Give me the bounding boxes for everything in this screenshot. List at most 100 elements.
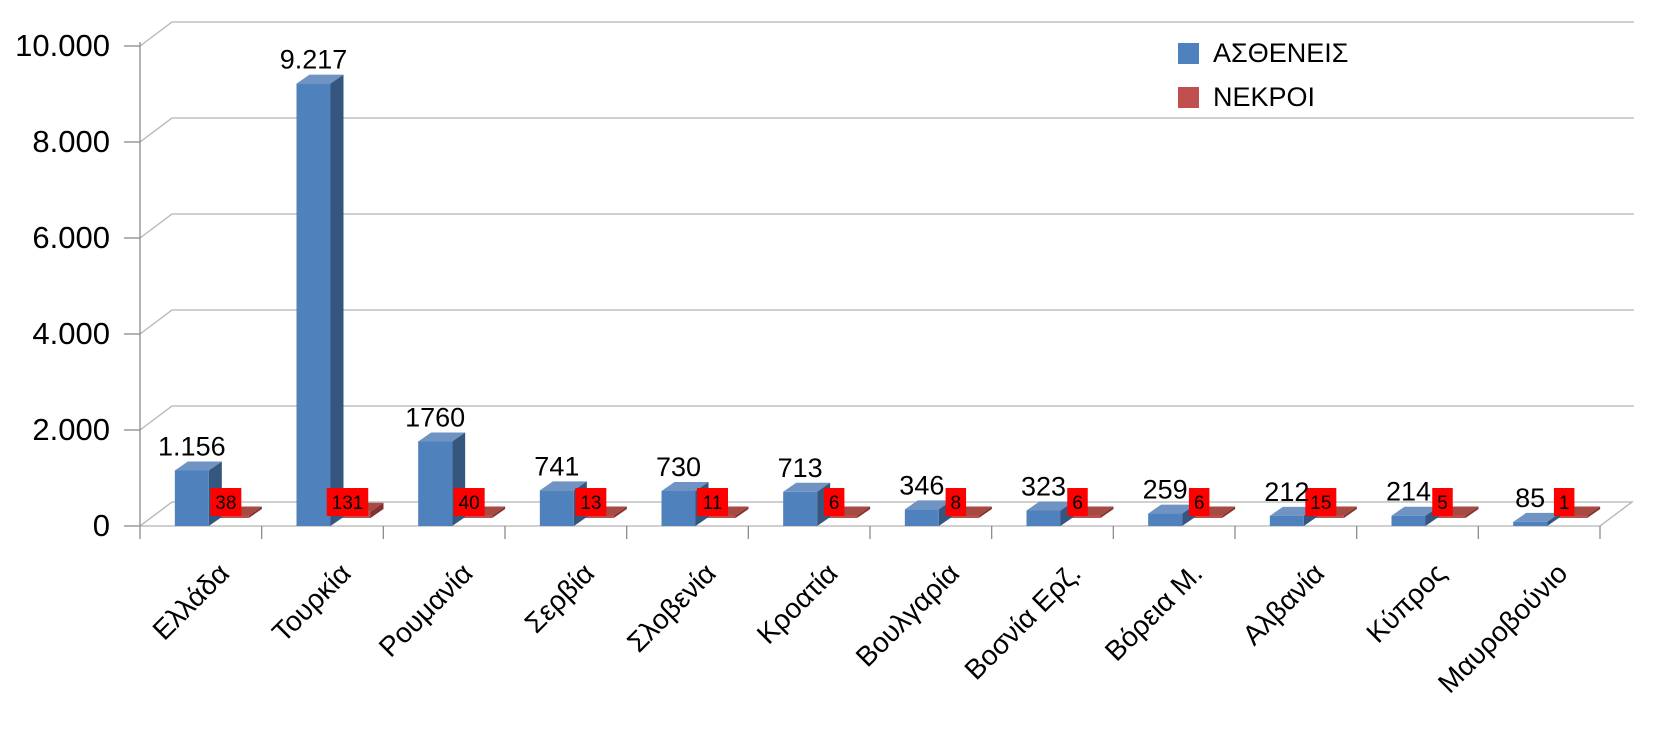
deaths-value-label: 6 (829, 493, 840, 514)
deaths-bar-side (370, 502, 384, 518)
y-gridline-connector (139, 213, 173, 239)
patients-bar-side (1547, 512, 1561, 526)
deaths-value-label: 1 (1559, 493, 1570, 514)
category-label: Ελλάδα (147, 557, 236, 646)
y-axis-label: 10.000 (15, 28, 110, 63)
patients-value-label: 323 (1021, 471, 1066, 501)
deaths-value-label: 40 (459, 493, 480, 514)
deaths-bar-side (248, 506, 262, 518)
y-gridline-connector (139, 21, 173, 47)
category-label: Ρουμανία (373, 557, 479, 663)
patients-bar (418, 441, 453, 526)
deaths-value-label-box (575, 488, 607, 516)
patients-bar-top (1269, 506, 1317, 516)
patients-bar (296, 83, 331, 527)
deaths-value-label-box (823, 488, 845, 516)
deaths-value-label-box (453, 488, 485, 516)
deaths-value-label-box (1432, 488, 1453, 516)
deaths-value-label: 6 (1194, 493, 1205, 514)
deaths-value-label-box (1067, 488, 1088, 516)
patients-bar-top (1513, 512, 1561, 522)
deaths-value-label: 15 (1310, 493, 1331, 514)
category-label: Βόρεια Μ. (1099, 557, 1209, 667)
deaths-value-label: 8 (951, 493, 962, 514)
patients-value-label: 713 (778, 453, 823, 483)
deaths-swatch-icon (1178, 87, 1199, 108)
patients-value-label: 85 (1515, 483, 1545, 513)
deaths-bar-side (1222, 506, 1236, 518)
patients-bar (1148, 513, 1183, 526)
y-axis-label: 2.000 (32, 412, 110, 447)
patients-swatch-icon (1178, 43, 1199, 64)
deaths-bar-side (1343, 506, 1357, 518)
patients-bar-top (296, 74, 344, 84)
y-gridline-connector (139, 117, 173, 143)
deaths-bar-side (857, 506, 871, 518)
patients-bar-top (1148, 504, 1196, 514)
patients-bar-top (174, 461, 222, 471)
deaths-bar (701, 515, 736, 518)
deaths-value-label-box (1305, 488, 1337, 516)
deaths-value-label: 38 (215, 493, 236, 514)
patients-bar-top (539, 481, 587, 491)
deaths-bar-side (735, 506, 749, 518)
patients-bar (174, 470, 209, 526)
category-label: Μαυροβούνιο (1432, 557, 1573, 698)
deaths-bar (458, 515, 493, 518)
deaths-bar-side (978, 506, 992, 518)
category-label: Βοσνία Ερζ. (958, 557, 1086, 685)
patients-bar-top (904, 500, 952, 510)
patients-value-label: 730 (656, 452, 701, 482)
y-axis-label: 8.000 (32, 124, 110, 159)
deaths-value-label-box (1188, 488, 1210, 516)
category-label: Κύπρος (1360, 557, 1451, 648)
deaths-bar-side (1465, 506, 1479, 518)
deaths-bar (1066, 515, 1101, 518)
patients-value-label: 9.217 (280, 45, 348, 75)
deaths-value-label: 13 (580, 493, 601, 514)
deaths-bar-side (613, 506, 627, 518)
patients-value-label: 1.156 (158, 432, 226, 462)
legend-label-patients: ΑΣΘΕΝΕΙΣ (1213, 38, 1349, 68)
legend-item-patients: ΑΣΘΕΝΕΙΣ (1178, 40, 1348, 67)
patients-bar-top (1026, 501, 1074, 511)
deaths-bar-side (1587, 506, 1601, 518)
deaths-bar (1309, 515, 1344, 518)
category-label: Αλβανία (1236, 557, 1330, 651)
y-gridline-connector (139, 309, 173, 335)
deaths-value-label: 5 (1437, 493, 1448, 514)
patients-value-label: 212 (1264, 477, 1309, 507)
patients-bar-top (418, 432, 466, 442)
y-gridline-connector (139, 405, 173, 431)
patients-bar-top (1391, 506, 1439, 516)
category-label: Σλοβενία (621, 557, 722, 658)
deaths-value-label-box (945, 488, 967, 516)
deaths-value-label-box (1553, 488, 1575, 516)
patients-value-label: 346 (899, 470, 944, 500)
patients-bar-top (783, 482, 831, 492)
legend-item-deaths: ΝΕΚΡΟΙ (1178, 84, 1348, 111)
deaths-value-label-box (210, 488, 242, 516)
category-label: Βουλγαρία (850, 557, 965, 672)
chart-floor (140, 502, 1632, 526)
deaths-bar (823, 515, 858, 518)
deaths-value-label-box (697, 488, 728, 516)
patients-bar (1026, 510, 1061, 526)
patients-value-label: 259 (1143, 475, 1188, 505)
deaths-bar (1188, 515, 1223, 518)
patients-bar-side (330, 74, 344, 527)
patients-bar (661, 490, 696, 526)
category-label: Τουρκία (266, 557, 357, 648)
category-label: Σερβία (519, 557, 600, 638)
deaths-bar-side (492, 506, 506, 518)
patients-value-label: 1760 (405, 403, 465, 433)
deaths-bar (214, 515, 249, 518)
patients-bar (783, 491, 818, 526)
deaths-bar (944, 515, 979, 518)
deaths-bar-side (1100, 506, 1114, 518)
category-label: Κροατία (751, 557, 844, 650)
deaths-value-label-box (326, 488, 369, 516)
patients-bar (904, 509, 939, 526)
